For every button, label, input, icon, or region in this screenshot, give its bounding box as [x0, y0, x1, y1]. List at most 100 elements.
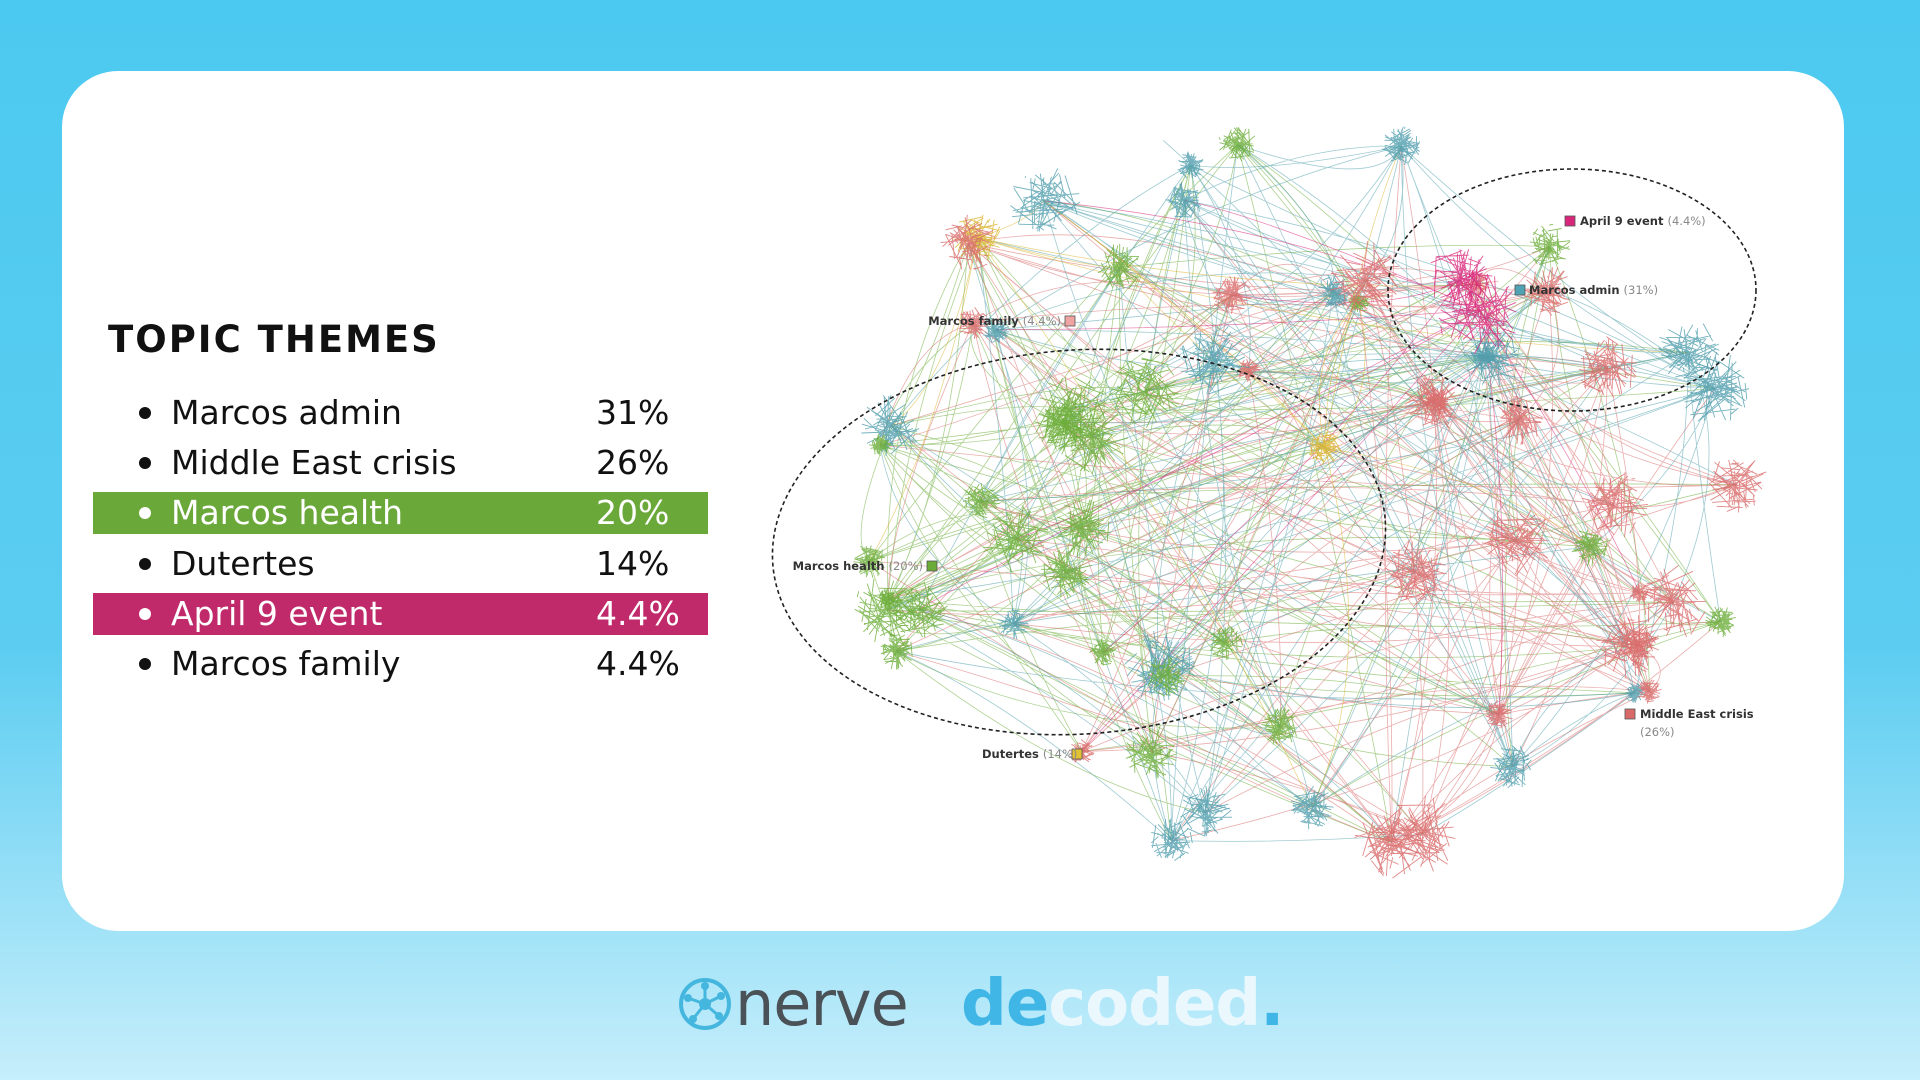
topic-row: April 9 event 4.4% — [93, 592, 708, 635]
label-name: Marcos family — [928, 314, 1019, 328]
node-cluster — [1384, 540, 1447, 607]
label-marker — [1064, 315, 1076, 327]
node-cluster — [1041, 547, 1092, 599]
node-cluster — [1218, 126, 1256, 162]
node-cluster — [1596, 615, 1659, 679]
node-cluster — [1438, 269, 1517, 354]
label-share: (4.4%) — [1667, 214, 1705, 228]
label-share: (14%) — [1043, 747, 1078, 761]
node-cluster — [1625, 683, 1646, 703]
bullet — [139, 407, 151, 419]
bullet — [139, 607, 151, 620]
node-cluster — [1682, 351, 1750, 422]
node-cluster — [1177, 151, 1204, 179]
node-cluster — [1387, 795, 1456, 872]
topic-row: Marcos admin 31% — [93, 392, 708, 434]
section-title: TOPIC THEMES — [108, 318, 440, 361]
topic-name: April 9 event — [171, 593, 383, 633]
topic-name: Marcos family — [171, 644, 401, 683]
label-marker — [1071, 748, 1083, 760]
graph-label: Dutertes (14%) — [982, 747, 1077, 761]
topic-share: 4.4% — [596, 644, 680, 683]
topic-name: Marcos health — [171, 493, 404, 533]
label-name: Dutertes — [982, 747, 1039, 761]
graph-label: April 9 event (4.4%) — [1580, 214, 1706, 228]
node-cluster — [1179, 325, 1250, 395]
label-name: Marcos admin — [1529, 283, 1620, 297]
node-cluster — [1010, 168, 1081, 232]
topic-row: Marcos health 20% — [93, 492, 708, 535]
label-name: Marcos health — [793, 559, 885, 573]
logo-part: de — [961, 967, 1049, 1041]
label-share: (26%) — [1640, 725, 1675, 739]
node-cluster — [1658, 323, 1720, 380]
node-cluster — [1165, 181, 1202, 219]
node-cluster — [962, 483, 1000, 519]
topic-share: 20% — [596, 493, 670, 533]
graph-label: Middle East crisis (26%) — [1640, 707, 1754, 739]
node-cluster — [940, 214, 996, 270]
highlight-ellipse — [1387, 168, 1757, 412]
topic-share: 26% — [596, 443, 670, 483]
logo-part: . — [1260, 967, 1284, 1041]
bullet — [139, 457, 151, 470]
highlight-ellipse — [771, 348, 1387, 736]
node-cluster — [957, 307, 988, 339]
label-marker — [926, 560, 938, 572]
node-cluster — [1381, 126, 1421, 165]
label-marker — [1564, 215, 1576, 227]
node-cluster — [1529, 223, 1571, 266]
node-cluster — [1707, 459, 1767, 513]
node-cluster — [1571, 529, 1611, 567]
topic-name: Dutertes — [171, 543, 315, 583]
node-cluster — [997, 607, 1030, 640]
label-share: (4.4%) — [1023, 314, 1061, 328]
node-cluster — [1578, 336, 1637, 398]
label-name: April 9 event — [1580, 214, 1664, 228]
graph-label: Marcos admin (31%) — [1529, 283, 1658, 297]
node-cluster — [1125, 725, 1177, 779]
node-cluster — [1639, 565, 1707, 637]
node-cluster — [1308, 431, 1342, 466]
nerve-logo-icon — [679, 978, 731, 1030]
logo-part: coded — [1048, 967, 1261, 1041]
bullet — [139, 507, 151, 520]
topic-share: 31% — [596, 393, 670, 432]
node-cluster — [1470, 342, 1496, 369]
node-cluster — [1108, 357, 1180, 428]
node-cluster — [1089, 639, 1117, 666]
decoded-logo: decoded. — [961, 962, 1284, 1046]
network-edges — [853, 126, 1767, 879]
topic-row: Dutertes 14% — [93, 543, 708, 585]
node-cluster — [1629, 583, 1649, 603]
topic-row: Marcos family 4.4% — [93, 643, 708, 685]
node-cluster — [982, 505, 1050, 573]
node-cluster — [1035, 395, 1088, 451]
node-cluster — [1290, 785, 1334, 830]
node-cluster — [1637, 679, 1662, 704]
node-cluster — [1430, 249, 1493, 313]
topic-share: 4.4% — [596, 593, 680, 633]
node-cluster — [1495, 395, 1544, 445]
bullet — [139, 557, 151, 570]
node-cluster — [1147, 656, 1185, 697]
topic-share: 14% — [596, 543, 670, 583]
bullet — [139, 658, 151, 670]
brand-name: nerve — [735, 967, 909, 1040]
node-cluster — [1404, 374, 1462, 428]
node-cluster — [1150, 818, 1193, 861]
node-cluster — [854, 578, 916, 642]
node-cluster — [1212, 276, 1252, 314]
label-marker — [1514, 284, 1526, 296]
node-cluster — [868, 433, 892, 456]
node-cluster — [1054, 498, 1111, 557]
node-cluster — [1209, 626, 1243, 660]
topic-name: Middle East crisis — [171, 443, 457, 483]
label-share: (20%) — [888, 559, 923, 573]
label-name: Middle East crisis — [1640, 707, 1754, 721]
node-cluster — [1330, 241, 1399, 317]
node-cluster — [1581, 472, 1649, 538]
node-cluster — [1261, 707, 1297, 745]
